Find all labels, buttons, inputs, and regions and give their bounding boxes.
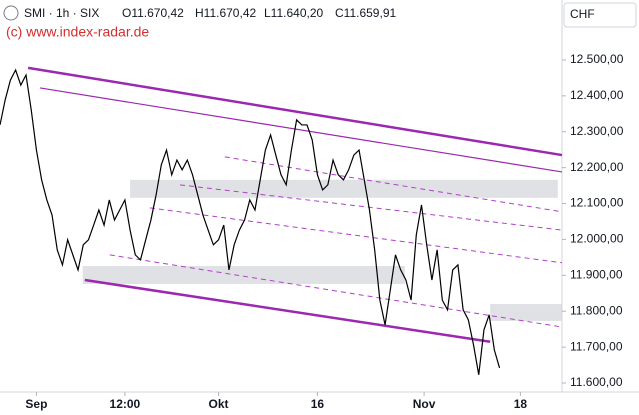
x-tick-label: Nov (413, 397, 436, 411)
channel-line (84, 278, 491, 343)
x-tick-label: Sep (25, 397, 47, 411)
y-tick-label: 12.100,00 (570, 196, 624, 210)
channel-line (149, 207, 563, 264)
y-tick-label: 12.000,00 (570, 232, 624, 246)
y-tick-label: 11.900,00 (570, 268, 623, 282)
channel-line (179, 184, 563, 231)
symbol-icon (3, 5, 19, 21)
y-tick-label: 12.400,00 (570, 88, 624, 102)
channel-line (224, 156, 563, 213)
currency-button[interactable] (563, 2, 637, 28)
ohlc-close: C11.659,91 (335, 6, 396, 20)
channel-line (109, 254, 563, 328)
channel-line (27, 66, 563, 157)
ohlc-low: L11.640,20 (264, 6, 323, 20)
ohlc-open: O11.670,42 (122, 6, 184, 20)
zone (82, 266, 405, 284)
price-line (0, 68, 501, 375)
symbol: SMI · 1h · SIX (24, 6, 99, 20)
x-tick-label: Okt (209, 397, 229, 411)
zone (490, 304, 562, 321)
y-tick-label: 11.600,00 (570, 375, 623, 389)
currency: CHF (570, 7, 595, 21)
copyright: (c) www.index-radar.de (6, 24, 149, 40)
y-tick-label: 12.300,00 (570, 124, 624, 138)
x-tick-label: 16 (311, 397, 325, 411)
x-tick-label: 12:00 (110, 397, 141, 411)
channel-line (39, 87, 563, 173)
y-tick-label: 11.800,00 (570, 303, 623, 317)
x-tick-label: 18 (514, 397, 528, 411)
y-tick-label: 12.200,00 (570, 160, 624, 174)
y-tick-label: 12.500,00 (570, 52, 624, 66)
ohlc-high: H11.670,42 (195, 6, 256, 20)
y-tick-label: 11.700,00 (570, 339, 623, 353)
